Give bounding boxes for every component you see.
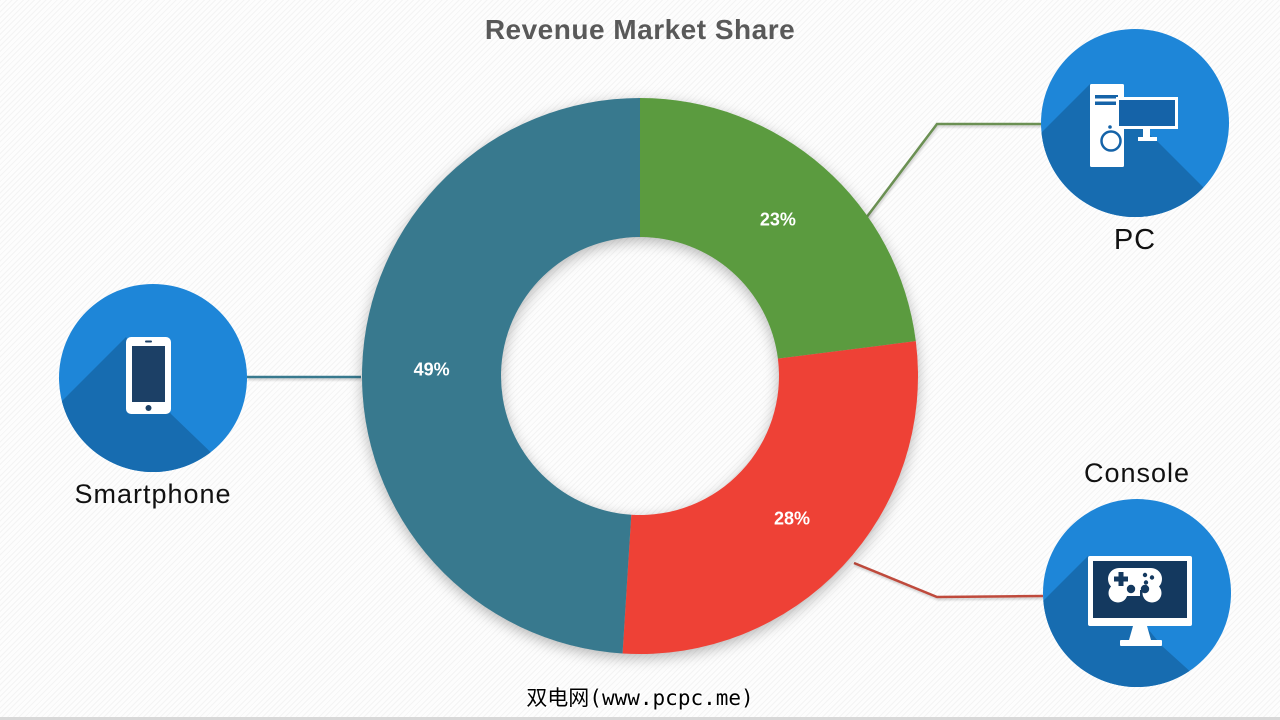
slice-data-label: 23%: [760, 210, 796, 230]
connector-line-pc: [865, 122, 1041, 219]
phone-screen: [132, 346, 165, 402]
pc-callout: PC: [1040, 28, 1230, 257]
pc-tower-dot: [1108, 125, 1112, 129]
smartphone-callout: Smartphone: [58, 283, 248, 510]
donut-slice-pc: [640, 98, 916, 359]
console-callout: Console: [1042, 458, 1232, 688]
pc-tower-slot: [1095, 101, 1118, 105]
tv-stand-base: [1120, 640, 1162, 646]
pc-monitor-base: [1138, 137, 1157, 141]
segment-callout-label: PC: [1113, 224, 1157, 256]
donut-slice-smartphone: [362, 98, 640, 654]
pc-monitor-screen: [1119, 100, 1175, 126]
pc-tower-slot: [1095, 95, 1118, 99]
segment-callout-label: Smartphone: [74, 479, 232, 509]
desktop-pc-icon: [1041, 29, 1229, 217]
gamepad-glyph: [1108, 568, 1162, 603]
phone-home-button: [145, 405, 152, 411]
watermark-text: 双电网(www.pcpc.me): [526, 686, 754, 710]
donut-slice-console: [622, 341, 918, 654]
tv-stand-stem: [1129, 626, 1151, 640]
phone-speaker: [145, 340, 152, 343]
game-console-icon: [1043, 499, 1231, 687]
pc-tower-ring: [1100, 130, 1122, 152]
smartphone-icon: [59, 284, 247, 472]
donut-ring: [362, 98, 918, 654]
slice-labels: 23% 28% 49%: [414, 210, 810, 529]
slice-data-label: 28%: [774, 509, 810, 529]
chart-title: Revenue Market Share: [484, 14, 796, 45]
pc-monitor-stem: [1143, 129, 1150, 137]
segment-callout-label: Console: [1083, 458, 1191, 488]
connector-line-console: [853, 561, 1044, 599]
callout-connectors: [247, 122, 1044, 599]
slice-data-label: 49%: [414, 359, 450, 379]
